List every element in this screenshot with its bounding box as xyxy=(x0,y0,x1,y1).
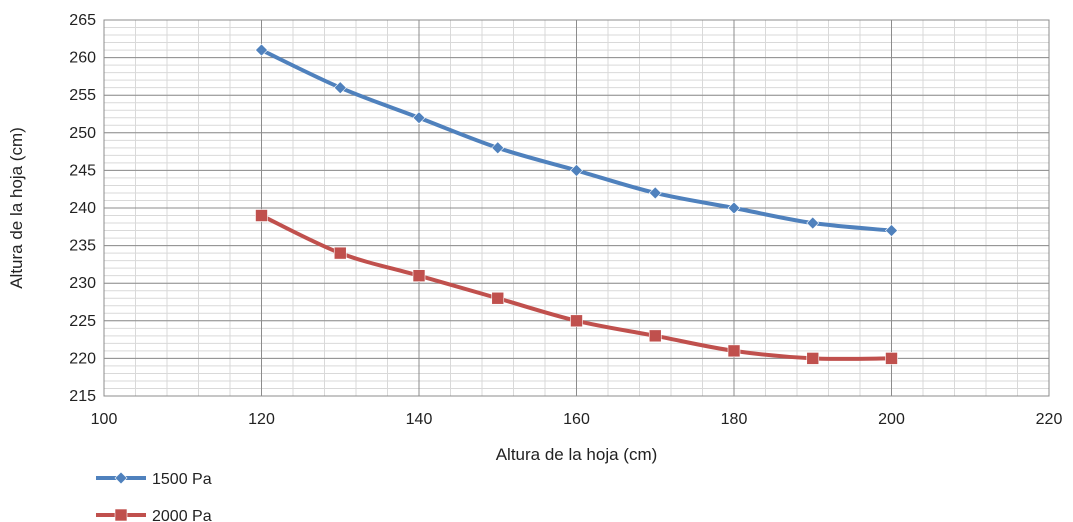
y-axis-tick-labels: 215 220 225 230 235 240 245 250 255 260 265 xyxy=(69,12,96,405)
data-point xyxy=(333,246,347,260)
y-tick-label: 260 xyxy=(69,50,96,67)
y-tick-label: 265 xyxy=(69,12,96,29)
data-point xyxy=(255,43,268,57)
y-tick-label: 245 xyxy=(69,162,96,179)
data-point xyxy=(491,291,505,305)
major-gridlines xyxy=(103,19,1050,397)
data-point xyxy=(727,201,741,215)
x-axis-tick-labels: 100 120 140 160 180 200 220 xyxy=(91,411,1063,428)
data-point xyxy=(333,81,347,95)
legend-label: 2000 Pa xyxy=(152,508,212,522)
x-tick-label: 220 xyxy=(1036,411,1063,428)
y-tick-label: 255 xyxy=(69,87,96,104)
plot-area-frame xyxy=(103,19,1050,397)
series-1 xyxy=(255,43,898,237)
series-line xyxy=(259,213,894,361)
series-layer xyxy=(255,43,898,365)
x-tick-label: 160 xyxy=(563,411,590,428)
data-point xyxy=(806,352,820,365)
data-point xyxy=(255,209,268,222)
x-tick-label: 140 xyxy=(406,411,433,428)
x-tick-label: 100 xyxy=(91,411,118,428)
data-point xyxy=(648,329,662,343)
data-point xyxy=(491,141,505,155)
y-tick-label: 240 xyxy=(69,200,96,217)
x-tick-label: 180 xyxy=(721,411,748,428)
data-point xyxy=(806,216,820,230)
data-point xyxy=(412,111,426,125)
y-tick-label: 230 xyxy=(69,275,96,292)
data-point xyxy=(412,269,426,282)
data-point xyxy=(570,314,583,328)
legend-item: 2000 Pa xyxy=(96,508,212,522)
x-tick-label: 200 xyxy=(878,411,905,428)
legend: 1500 Pa 2000 Pa xyxy=(96,471,212,522)
legend-marker xyxy=(114,471,128,485)
y-axis-label: Altura de la hoja (cm) xyxy=(7,127,26,289)
data-point xyxy=(885,224,898,237)
data-point xyxy=(648,186,662,200)
x-axis-label: Altura de la hoja (cm) xyxy=(496,445,658,464)
y-tick-label: 215 xyxy=(69,388,96,405)
series-2 xyxy=(255,209,898,365)
data-point xyxy=(885,352,898,365)
y-tick-label: 225 xyxy=(69,313,96,330)
legend-label: 1500 Pa xyxy=(152,471,212,488)
legend-item: 1500 Pa xyxy=(96,471,212,488)
y-tick-label: 235 xyxy=(69,238,96,255)
legend-marker xyxy=(114,508,128,522)
data-point xyxy=(570,163,583,177)
y-tick-label: 220 xyxy=(69,350,96,367)
data-point xyxy=(727,344,741,358)
y-tick-label: 250 xyxy=(69,125,96,142)
x-tick-label: 120 xyxy=(248,411,275,428)
